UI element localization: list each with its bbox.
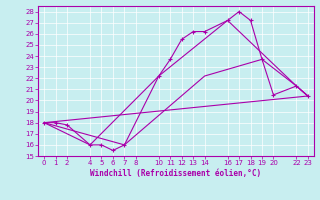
X-axis label: Windchill (Refroidissement éolien,°C): Windchill (Refroidissement éolien,°C) [91, 169, 261, 178]
